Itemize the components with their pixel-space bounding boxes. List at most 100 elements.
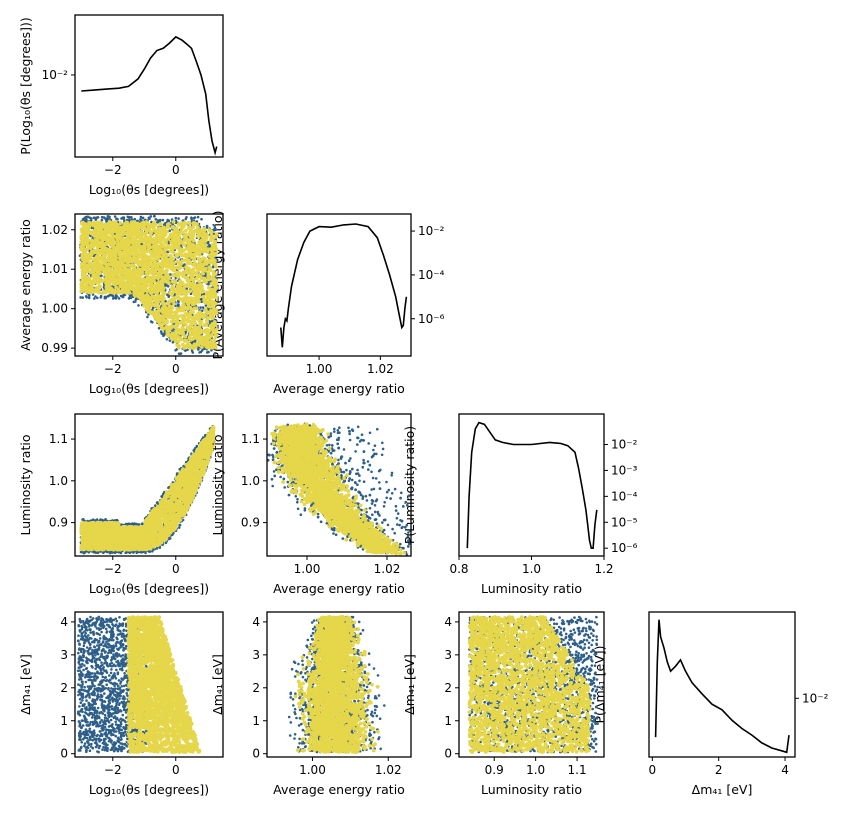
scatter_theta_energy-point (112, 246, 117, 251)
scatter_theta_energy-point (213, 224, 216, 227)
scatter_theta_energy-point (196, 342, 201, 347)
scatter_theta_energy-point (141, 216, 145, 220)
scatter_theta_energy-point (79, 247, 84, 252)
scatter_theta_energy-point (102, 242, 107, 247)
scatter_theta_energy-point (174, 349, 177, 352)
scatter_theta_energy-point (208, 268, 213, 273)
scatter_theta_energy-point (124, 226, 128, 230)
scatter_theta_energy-point (137, 272, 142, 277)
scatter_theta_energy-point (116, 229, 121, 234)
scatter_theta_energy-point (151, 237, 156, 242)
scatter_theta_energy-point (182, 258, 187, 263)
scatter_theta_energy-point (186, 278, 191, 283)
scatter_theta_energy-point (208, 243, 211, 247)
scatter_theta_energy-point (174, 339, 179, 343)
scatter_theta_energy-point (106, 238, 110, 243)
hist_lum-ylabel: P(Luminosity ratio) (402, 426, 417, 544)
scatter_theta_energy-point (89, 231, 94, 236)
scatter_theta_energy-point (106, 278, 111, 283)
scatter_theta_energy-point (138, 290, 143, 294)
scatter_theta_energy-point (156, 257, 160, 262)
scatter_theta_energy-point (111, 264, 116, 269)
scatter_theta_energy-point (101, 290, 106, 295)
scatter_theta_energy-point (126, 215, 130, 219)
hist_energy-frame (266, 213, 412, 357)
scatter_theta_energy-point (92, 279, 96, 284)
hist_energy-ytick-label-2: 10⁻⁶ (418, 312, 445, 326)
scatter_theta_energy-point (197, 334, 202, 339)
scatter_theta_energy-point (180, 272, 185, 277)
scatter_theta_energy-point (165, 338, 169, 341)
scatter_theta_energy-point (176, 343, 180, 348)
scatter_theta_energy-point (203, 301, 208, 305)
scatter_theta_energy-point (122, 293, 125, 297)
scatter_theta_energy-point (167, 295, 170, 299)
scatter_theta_energy-point (175, 310, 179, 314)
scatter_theta_energy-point (181, 308, 186, 313)
scatter_theta_energy-point (213, 351, 217, 355)
scatter_theta_energy-point (95, 248, 100, 253)
hist_theta-ylabel: P(Log₁₀(θs [degrees])) (18, 17, 33, 155)
scatter_theta_energy-series-inner (79, 220, 219, 350)
scatter_theta_energy-point (154, 317, 159, 322)
scatter_theta_energy-point (175, 239, 180, 244)
scatter_theta_energy-point (99, 279, 103, 284)
scatter_theta_energy-point (199, 258, 204, 263)
scatter_theta_energy-point (168, 298, 173, 303)
scatter_theta_energy-point (126, 230, 131, 235)
scatter_theta_energy-point (145, 273, 150, 277)
scatter_theta_energy-point (177, 296, 182, 301)
scatter_theta_energy-point (150, 258, 155, 262)
scatter_theta_energy-point (190, 252, 194, 257)
scatter_theta_energy-point (194, 325, 199, 330)
scatter_theta_energy-point (86, 215, 90, 218)
scatter_theta_energy-point (86, 257, 91, 262)
scatter_theta_energy-point (211, 338, 216, 342)
scatter_theta_energy-point (171, 220, 176, 224)
scatter_theta_energy-point (180, 342, 185, 347)
hist_energy-ytick-label-0: 10⁻² (418, 224, 445, 238)
scatter_theta_energy-point (190, 218, 193, 221)
scatter_theta_energy-point (169, 261, 174, 266)
scatter_theta_energy-point (193, 333, 198, 338)
scatter_theta_energy-point (199, 350, 203, 354)
scatter_theta_energy-point (107, 254, 112, 259)
scatter_theta_energy-point (130, 216, 133, 219)
scatter_theta_energy-point (186, 221, 191, 225)
scatter_theta_energy-point (128, 219, 131, 222)
scatter_theta_energy-point (147, 216, 151, 220)
scatter_theta_energy-point (164, 241, 168, 246)
hist_dm-frame (648, 611, 796, 758)
scatter_theta_energy-point (189, 268, 194, 273)
scatter_theta_energy-point (99, 229, 104, 234)
scatter_theta_energy-point (166, 258, 170, 263)
scatter_theta_energy-point (82, 231, 86, 236)
scatter_theta_energy-point (191, 310, 195, 314)
scatter_theta_energy-point (130, 234, 134, 239)
scatter_theta_energy-points (78, 214, 219, 356)
scatter_theta_energy-point (85, 225, 90, 230)
scatter_theta_energy-point (132, 253, 137, 258)
scatter_theta_energy-point (100, 274, 103, 278)
scatter_theta_energy-point (214, 232, 219, 237)
scatter_theta_energy-point (147, 262, 152, 267)
scatter_theta_energy-point (184, 295, 189, 300)
scatter_theta_energy-point (131, 239, 135, 244)
scatter_theta_energy-point (208, 320, 212, 323)
scatter_theta_energy-point (100, 218, 104, 222)
scatter_theta_energy-point (132, 273, 137, 278)
scatter_theta_energy-point (139, 215, 143, 219)
scatter_theta_energy-point (192, 306, 197, 311)
scatter_theta_energy-point (112, 290, 117, 295)
scatter_theta_energy-point (175, 306, 180, 311)
scatter_theta_energy-point (149, 320, 153, 323)
scatter_theta_energy-point (196, 247, 201, 251)
scatter_theta_energy-point (180, 230, 185, 235)
hist_dm-xtick-label-2: 4 (781, 763, 789, 777)
scatter_theta_energy-point (122, 244, 126, 249)
scatter_theta_energy-point (87, 290, 91, 295)
scatter_theta_energy-point (113, 226, 118, 231)
scatter_theta_energy-point (213, 239, 218, 244)
hist_energy-ytick-label-1: 10⁻⁴ (418, 268, 445, 282)
